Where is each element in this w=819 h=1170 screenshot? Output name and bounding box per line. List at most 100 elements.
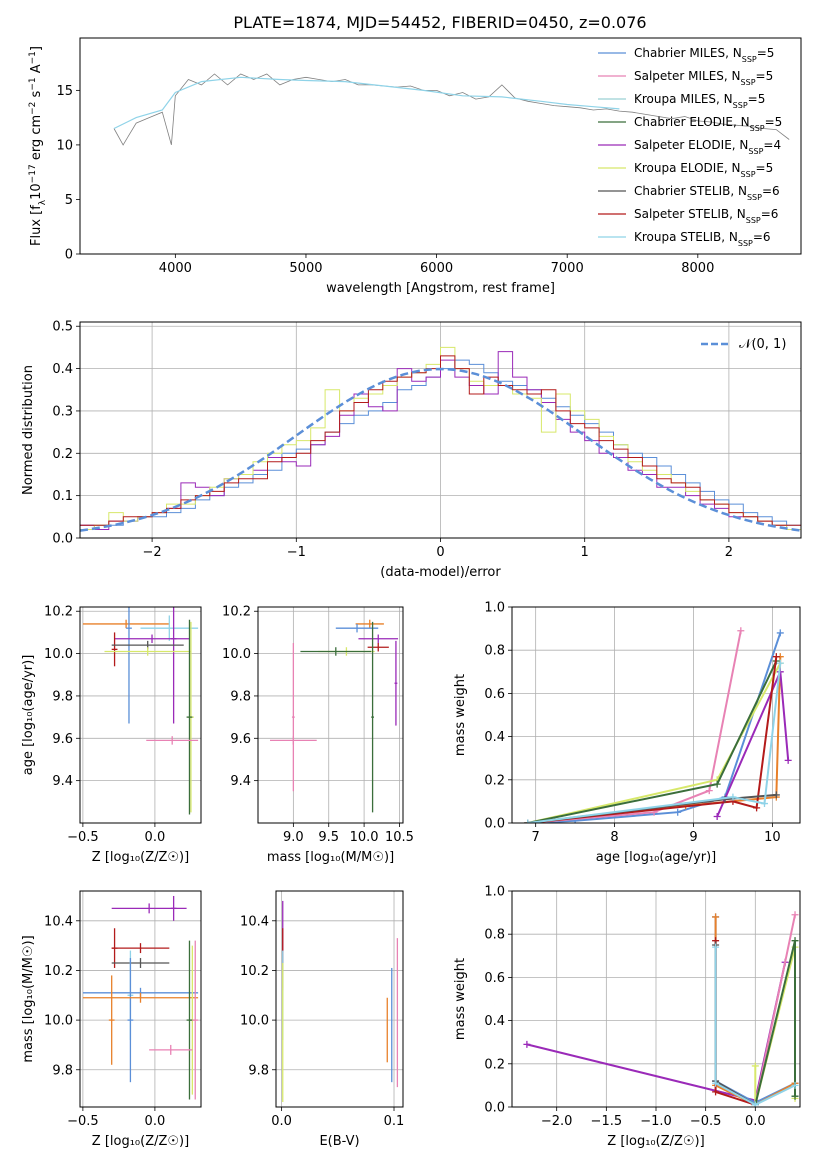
y-tick-label: 0.4 [484, 730, 505, 745]
mass-vs-EBV-plot-area [282, 900, 399, 1103]
legend-label: Salpeter STELIB, N [634, 207, 746, 221]
y-tick-label: 9.8 [52, 1063, 73, 1078]
mass-weight-vs-Z-plot-area [523, 911, 799, 1107]
weight-marker [712, 1079, 720, 1087]
y-tick-label: 1.0 [484, 601, 505, 616]
spectrum-frame [79, 37, 802, 255]
y-tick-label: 9.6 [230, 732, 251, 747]
y-tick-label: 5 [65, 193, 73, 208]
x-axis-label: age [log₁₀(age/yr)] [596, 850, 717, 865]
y-tick-label: 9.8 [52, 689, 73, 704]
legend-entry: Salpeter MILES, NSSP=5 [634, 69, 773, 87]
y-tick-label: 0.0 [484, 817, 505, 832]
y-tick-label: 10.2 [240, 964, 269, 979]
y-tick-label: 0.2 [52, 447, 73, 462]
legend-label: Chabrier MILES, N [634, 46, 742, 60]
weight-Kroupa-STELIB-line [527, 663, 782, 823]
legend-entry: Kroupa MILES, NSSP=5 [634, 92, 765, 110]
x-tick-label: −1.0 [640, 1114, 672, 1129]
x-tick-label: 0.0 [145, 1114, 166, 1129]
weight-marker [713, 780, 721, 788]
x-axis-label: Z [log₁₀(Z/Z☉)] [607, 1134, 704, 1149]
label-part: −2 [28, 102, 38, 115]
y-axis-label: Normed distribution [21, 365, 36, 495]
x-axis-label: Z [log₁₀(Z/Z☉)] [92, 1134, 189, 1149]
legend-sub: SSP [741, 78, 756, 87]
y-axis-label: mass weight [453, 674, 468, 756]
y-tick-label: 0.0 [484, 1101, 505, 1116]
y-tick-label: 0.6 [484, 687, 505, 702]
weight-marker [737, 627, 745, 635]
x-tick-label: 8 [610, 830, 618, 845]
weight-marker [751, 1062, 759, 1070]
spectrum-data-line [113, 73, 790, 146]
weight-marker [712, 913, 720, 921]
x-tick-label: 2 [725, 545, 733, 560]
legend-label: Kroupa ELODIE, N [634, 161, 741, 175]
x-tick-label: −2 [143, 545, 162, 560]
legend-sub: SSP [742, 55, 757, 64]
x-tick-label: 10.5 [385, 830, 414, 845]
weight-marker [784, 756, 792, 764]
x-tick-label: 10 [764, 830, 781, 845]
weight-marker [772, 653, 780, 661]
age-vs-mass-axes: 9.0 9.5 10.0 10.5 9.4 9.6 9.8 10.0 10.2 mass [log… [222, 605, 414, 865]
y-tick-label: 0 [65, 248, 73, 263]
y-tick-label: 0.1 [52, 489, 73, 504]
legend-entry: 𝒩(0, 1) [739, 337, 786, 352]
legend-tail: =6 [761, 207, 779, 221]
legend-sub: SSP [741, 170, 756, 179]
x-tick-label: −1 [287, 545, 306, 560]
y-tick-label: 0.4 [52, 362, 73, 377]
weight-marker [712, 1088, 720, 1096]
label-part: s [29, 90, 44, 101]
legend-tail: =5 [748, 92, 766, 106]
mass-vs-Z-axes: −0.5 0.0 9.8 10.0 10.2 10.4 Z [log₁₀(Z/Z☉)] mas… [21, 891, 201, 1149]
x-tick-label: 5000 [289, 261, 322, 276]
y-tick-label: 9.4 [52, 774, 73, 789]
x-tick-label: 4000 [159, 261, 192, 276]
weight-Chabrier-STELIB-line [714, 945, 756, 1106]
weight-marker [753, 804, 761, 812]
label-part: erg cm [29, 115, 44, 164]
legend-tail: =5 [756, 161, 774, 175]
legend-sub: SSP [733, 101, 748, 110]
residuals-legend: 𝒩(0, 1) [701, 337, 786, 352]
label-part: λ [38, 199, 48, 205]
legend-label: Salpeter MILES, N [634, 69, 741, 83]
mass-weight-vs-Z-axes: −2.0 −1.5 −1.0 −0.5 0.0 0.0 0.2 0.4 0.6 0.8 1.0 Z [… [453, 885, 800, 1149]
legend-sub: SSP [738, 239, 753, 248]
age-vs-Z-frame [79, 606, 202, 824]
legend-tail: =5 [757, 46, 775, 60]
x-tick-label: −2.0 [541, 1114, 573, 1129]
legend-label: Kroupa STELIB, N [634, 230, 738, 244]
label-part: ] [29, 46, 44, 51]
weight-marker [791, 911, 799, 919]
x-tick-label: 9 [689, 830, 697, 845]
y-tick-label: 0.3 [52, 404, 73, 419]
x-tick-label: 8000 [681, 261, 714, 276]
legend-entry: Kroupa STELIB, NSSP=6 [634, 230, 771, 248]
legend-label: Kroupa MILES, N [634, 92, 733, 106]
legend-entry: Salpeter ELODIE, NSSP=4 [634, 138, 781, 156]
legend-tail: =5 [765, 115, 783, 129]
y-tick-label: 10.4 [44, 914, 73, 929]
x-tick-label: 0 [436, 545, 444, 560]
weight-marker [751, 1101, 759, 1107]
y-axis-label: age [log₁₀(age/yr)] [21, 655, 36, 776]
y-tick-label: 0.6 [484, 971, 505, 986]
y-axis-label: mass weight [453, 958, 468, 1040]
residuals-frame [79, 321, 802, 539]
weight-marker [791, 1081, 799, 1089]
weight-marker [729, 793, 737, 801]
weight-Salpeter-MILES-line [754, 914, 796, 1106]
weight-marker [523, 1040, 531, 1048]
x-tick-label: −0.5 [690, 1114, 722, 1129]
weight-Salpeter-STELIB-line [527, 656, 778, 823]
legend-entry: Chabrier MILES, NSSP=5 [634, 46, 774, 64]
weight-marker [791, 1092, 799, 1100]
y-tick-label: 1.0 [484, 885, 505, 900]
y-tick-label: 15 [56, 84, 73, 99]
weight-marker [791, 937, 799, 945]
y-tick-label: 9.6 [52, 732, 73, 747]
